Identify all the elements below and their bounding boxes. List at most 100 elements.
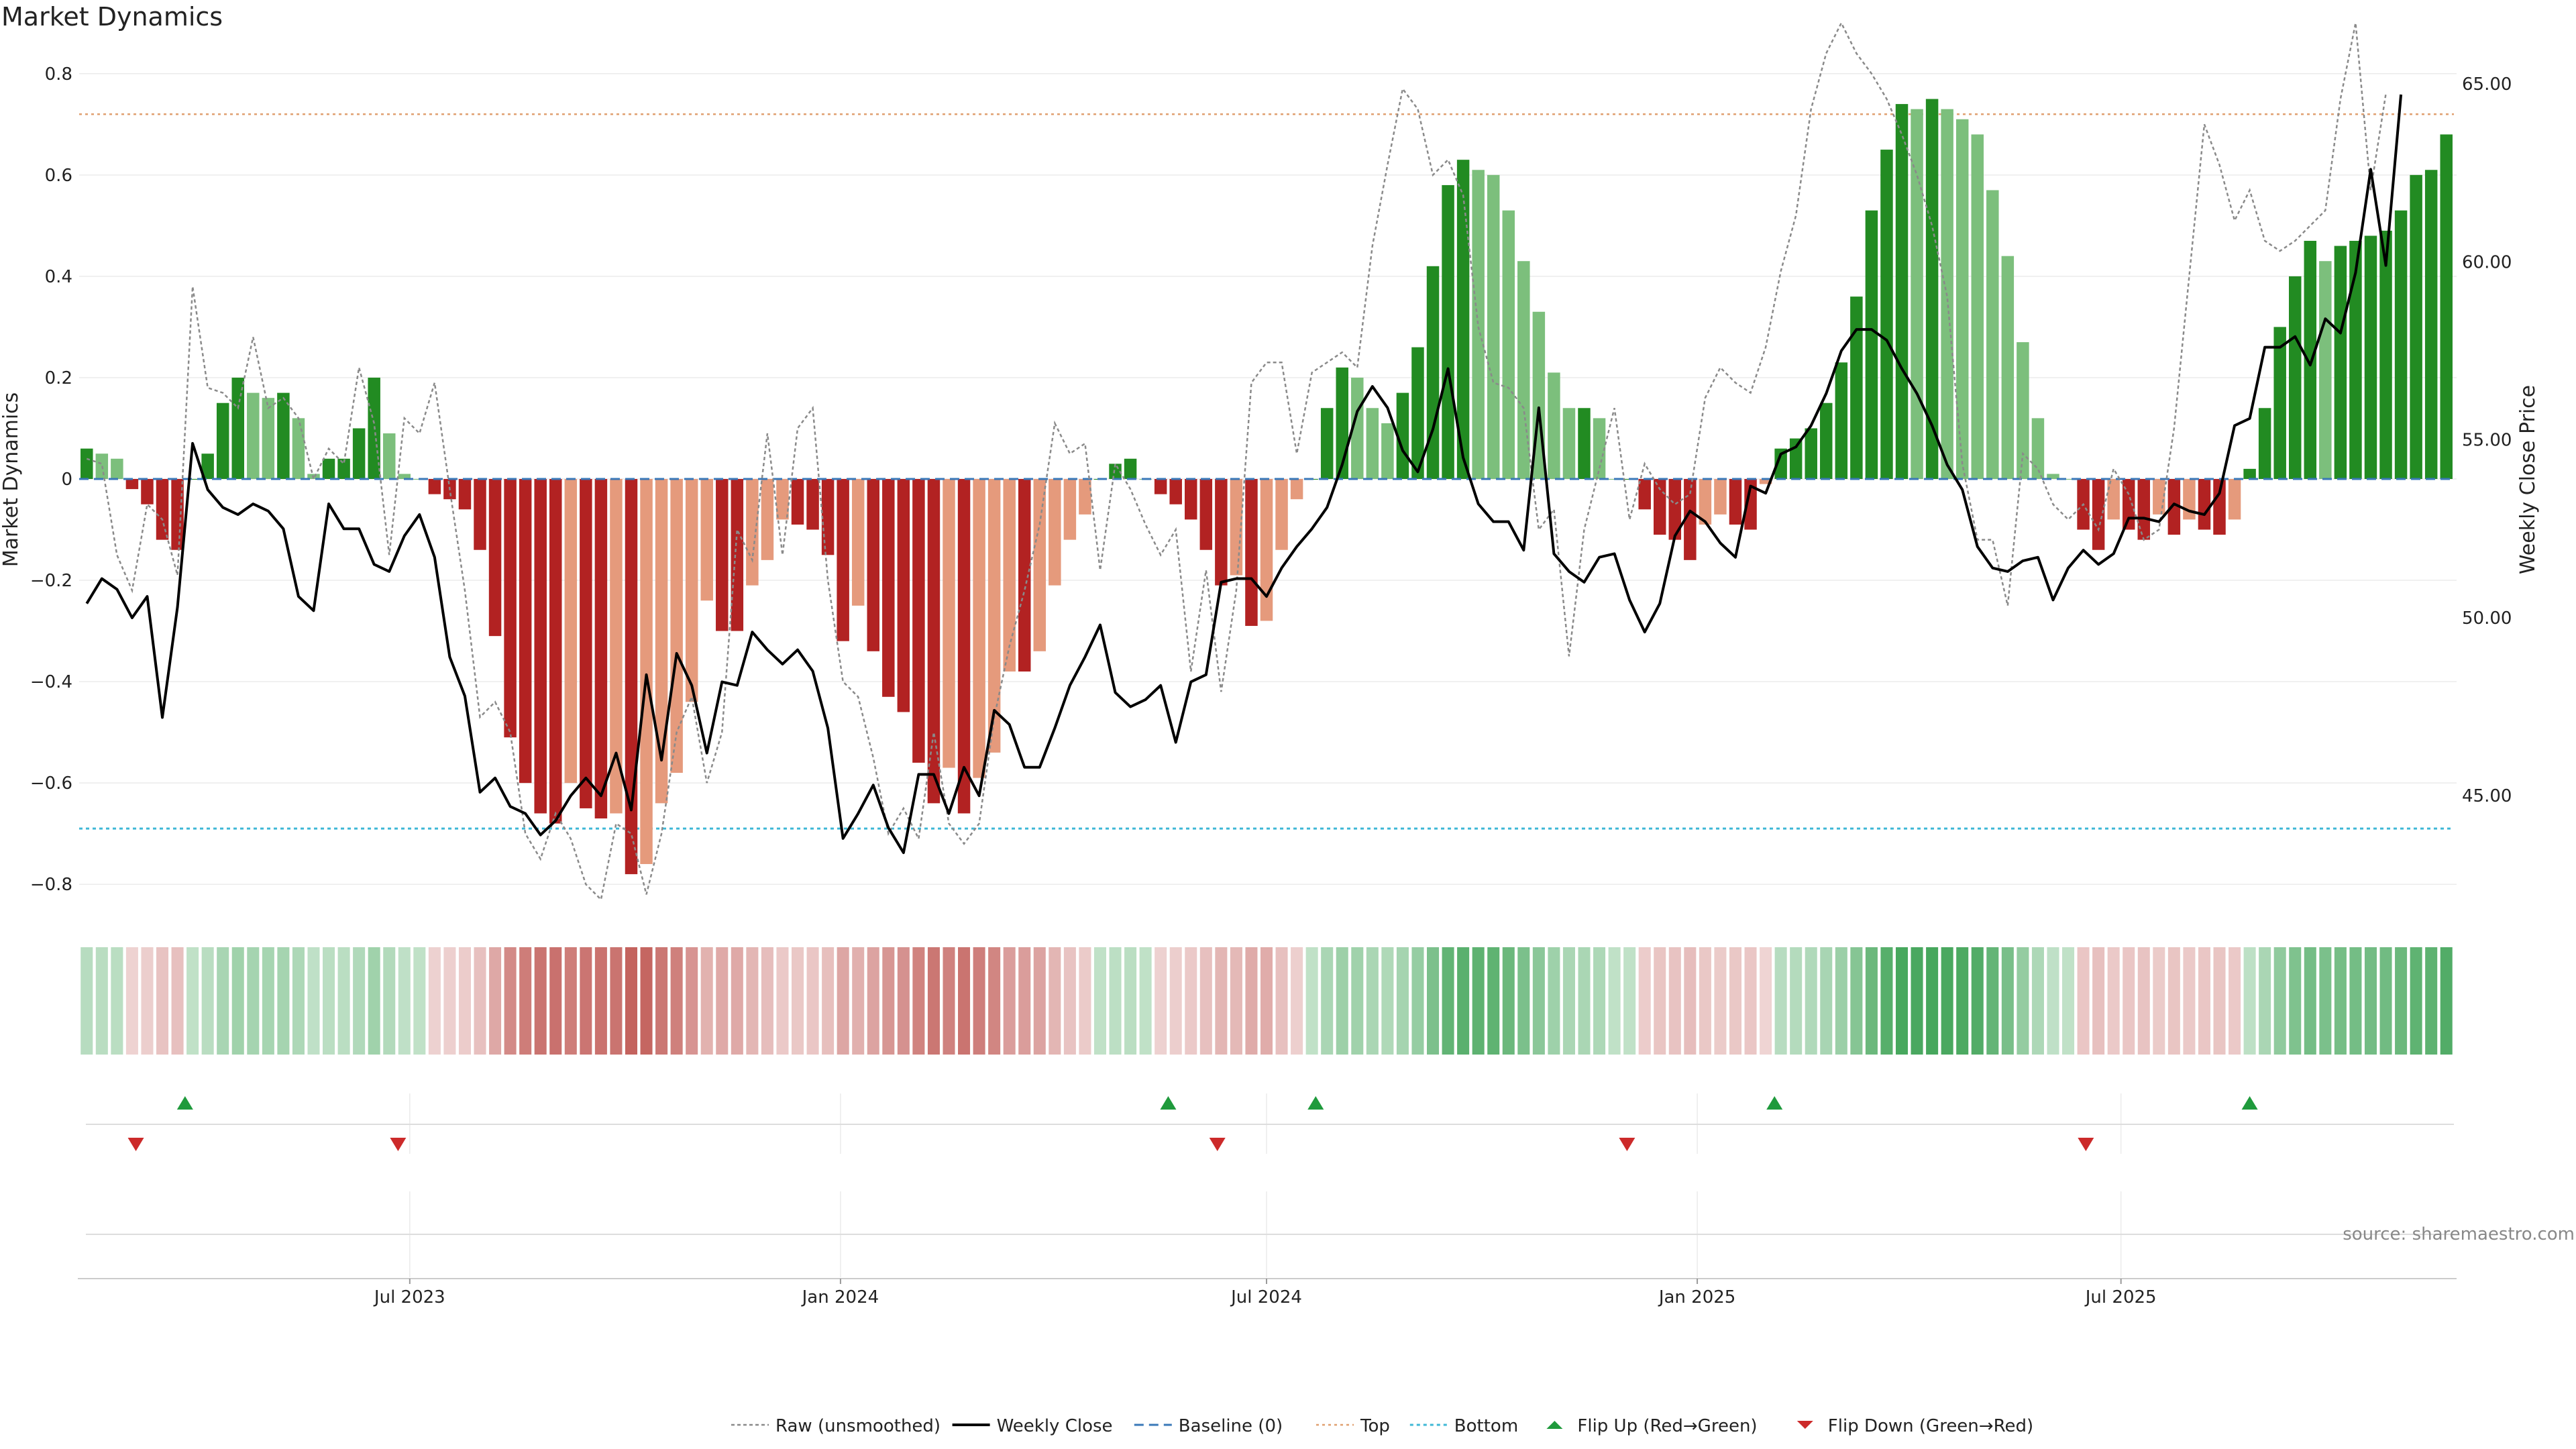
heat-cell [2031, 947, 2044, 1055]
heat-cell [1760, 947, 1772, 1055]
bar [1789, 438, 1803, 479]
heat-cell [2243, 947, 2256, 1055]
bar [1805, 428, 1817, 479]
bar [746, 479, 759, 586]
bar [1215, 479, 1228, 586]
heat-cell [2259, 947, 2271, 1055]
bar [1320, 408, 1334, 479]
heat-cell [1865, 947, 1878, 1055]
heat-cell [549, 947, 562, 1055]
bar [519, 479, 532, 784]
bar [2107, 479, 2120, 520]
heat-cell [1472, 947, 1485, 1055]
bar [1759, 479, 1772, 484]
bar [1699, 479, 1712, 525]
bar [1199, 479, 1213, 550]
bar [1472, 170, 1485, 480]
left-tick-label: −0.6 [30, 773, 72, 794]
heat-cell [1562, 947, 1575, 1055]
bar [292, 418, 305, 479]
bar [2017, 342, 2029, 479]
heat-cell [141, 947, 154, 1055]
bar [1230, 479, 1243, 576]
bar [2047, 474, 2059, 479]
heat-cell [837, 947, 849, 1055]
bar [1865, 210, 1878, 479]
bar [2379, 230, 2392, 479]
raw-series-line [86, 21, 2387, 902]
x-tick-label: Jan 2024 [801, 1287, 879, 1307]
weekly-close-line [85, 94, 2403, 855]
bar [1154, 479, 1167, 494]
heat-cell [398, 947, 411, 1055]
heat-cell [1895, 947, 1909, 1055]
bar [141, 479, 154, 504]
bar [1517, 261, 1530, 479]
bar [216, 402, 229, 479]
heat-cell [2198, 947, 2210, 1055]
heat-cell [1956, 947, 1969, 1055]
bar [1895, 104, 1909, 480]
heat-cell [1774, 947, 1787, 1055]
heat-cell [2349, 947, 2362, 1055]
bar [231, 377, 244, 479]
heat-cell [943, 947, 955, 1055]
legend-label: Flip Up (Red→Green) [1577, 1416, 1757, 1436]
left-tick-label: 0.2 [45, 368, 72, 388]
heat-cell [1608, 947, 1621, 1055]
bar [262, 398, 275, 479]
bar [1411, 347, 1424, 479]
lower-panel [86, 1191, 2454, 1277]
bar [2001, 256, 2015, 479]
x-tick-label: Jul 2025 [2084, 1287, 2157, 1307]
bar [1548, 372, 1560, 479]
heat-cell [958, 947, 971, 1055]
heat-cell [700, 947, 713, 1055]
bar [2334, 246, 2347, 479]
heat-cell [1185, 947, 1197, 1055]
flip-down-marker [2078, 1138, 2094, 1151]
heat-cell [580, 947, 592, 1055]
heat-cell [1321, 947, 1334, 1055]
bar [2258, 408, 2271, 479]
heat-cell [2137, 947, 2150, 1055]
bar [2304, 241, 2317, 479]
bar [2394, 210, 2408, 479]
bar [2061, 479, 2075, 480]
bar [806, 479, 819, 530]
bar [1245, 479, 1258, 627]
legend-marker [1546, 1421, 1563, 1429]
bar [1820, 402, 1833, 479]
bar [2424, 170, 2438, 480]
bar [1971, 134, 1984, 479]
heat-cell [519, 947, 532, 1055]
flip-up-marker [1766, 1096, 1783, 1110]
flip-down-marker [1619, 1138, 1635, 1151]
bar [1593, 418, 1606, 479]
heat-cell [1033, 947, 1046, 1055]
bar [867, 479, 880, 651]
heat-cell [171, 947, 184, 1055]
flip-up-marker [176, 1096, 193, 1110]
heat-cell [1442, 947, 1454, 1055]
heat-cell [2167, 947, 2180, 1055]
heat-cell [564, 947, 577, 1055]
threshold-lines [79, 113, 2454, 830]
bar [640, 479, 653, 865]
bar [2228, 479, 2241, 520]
x-axis-ticks: Jul 2023 Jan 2024 Jul 2024 Jan 2025 Jul 2025 [78, 1278, 2457, 1307]
heat-cell [1744, 947, 1757, 1055]
bar [927, 479, 941, 804]
bar [1442, 184, 1454, 479]
heat-cell [337, 947, 350, 1055]
heat-cell [1169, 947, 1182, 1055]
bar [2440, 134, 2453, 479]
bar [1835, 362, 1848, 479]
left-tick-label: −0.8 [30, 875, 72, 895]
bar [534, 479, 547, 814]
heat-cell [262, 947, 274, 1055]
heat-cell [443, 947, 456, 1055]
heat-cell [201, 947, 214, 1055]
heat-cell [292, 947, 305, 1055]
